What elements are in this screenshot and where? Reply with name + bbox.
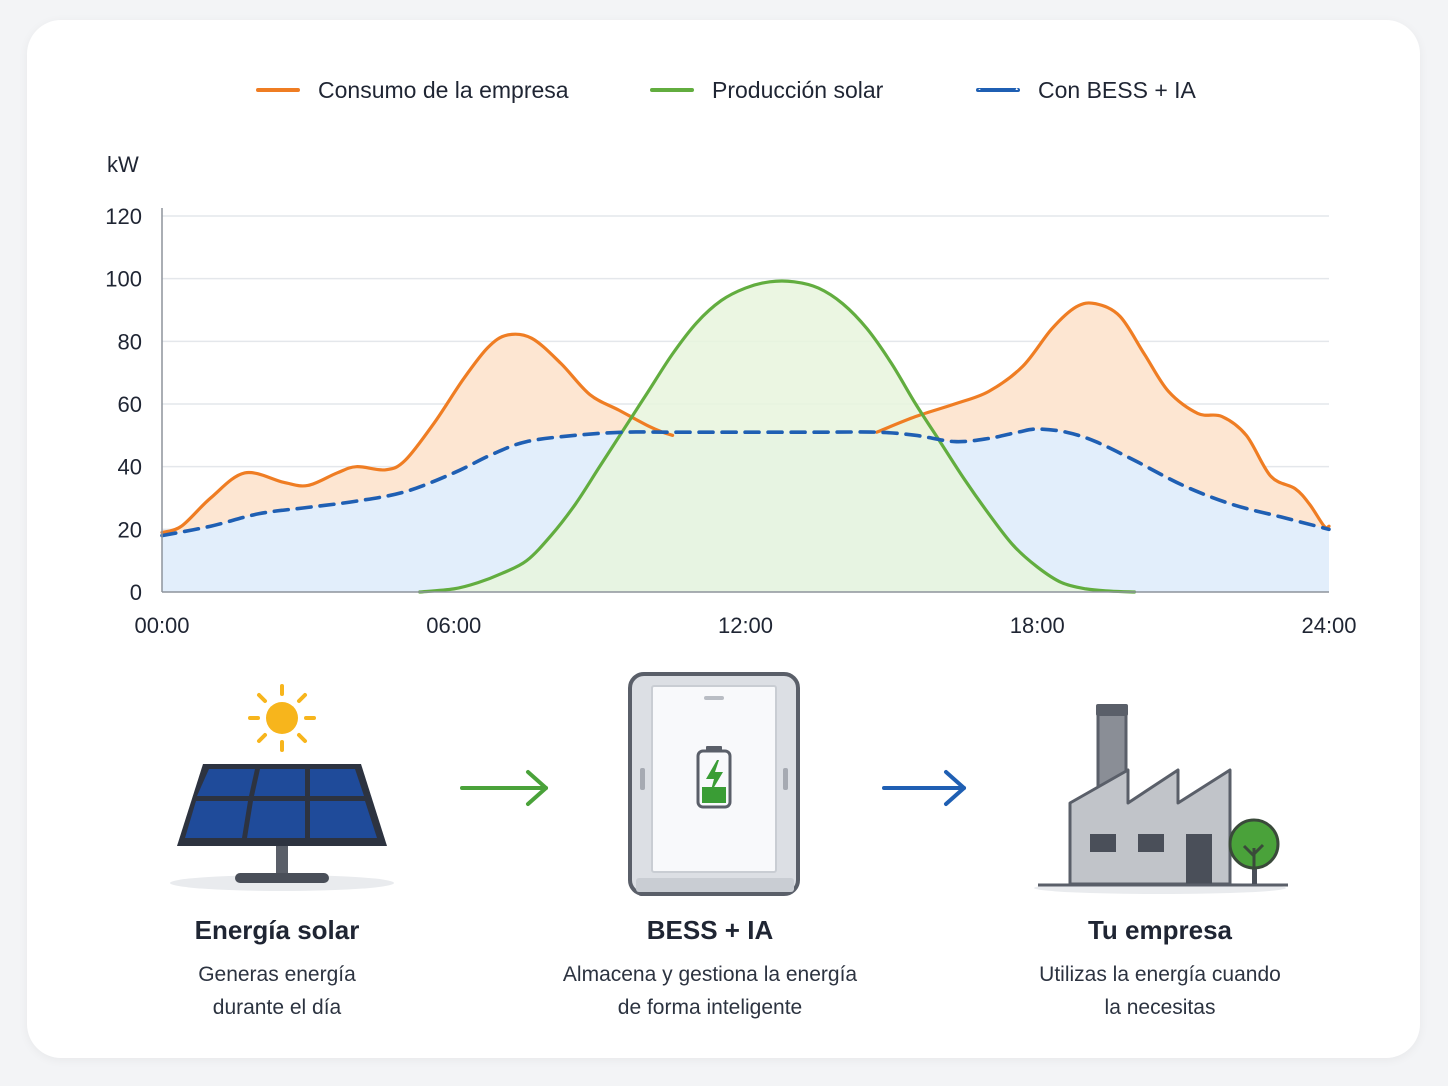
x-tick-label: 00:00 [134, 613, 189, 638]
flow-desc-line: Utilizas la energía cuando [1039, 963, 1281, 986]
y-tick-label: 120 [105, 204, 142, 229]
flow-step-empresa: Tu empresa Utilizas la energía cuando la… [1000, 915, 1320, 1024]
flow-desc-line: de forma inteligente [617, 996, 803, 1019]
legend-swatch-produccion [650, 88, 694, 92]
flow-desc-line: Almacena y gestiona la energía [562, 963, 858, 986]
x-tick-label: 24:00 [1301, 613, 1356, 638]
flow-title: Tu empresa [1087, 915, 1232, 945]
arrow-right-icon [460, 770, 548, 806]
legend-swatch-consumo [256, 88, 300, 92]
flow-step-solar: Energía solar Generas energía durante el… [127, 915, 427, 1024]
legend-label: Consumo de la empresa [318, 76, 569, 103]
x-tick-label: 12:00 [718, 613, 773, 638]
flow-title: BESS + IA [646, 915, 774, 945]
legend-label: Con BESS + IA [1038, 76, 1196, 103]
y-tick-label: 40 [118, 455, 142, 480]
arrow-right-icon [882, 770, 966, 806]
y-tick-label: 80 [118, 329, 142, 354]
sun-icon [248, 684, 316, 752]
y-tick-label: 100 [105, 267, 142, 292]
chart-lines [160, 279, 1331, 594]
legend-label: Producción solar [712, 76, 884, 103]
chart-legend: Consumo de la empresa Producción solar C… [0, 72, 1448, 108]
series-line [875, 301, 1331, 530]
solar-panel-illustration [170, 684, 394, 891]
energy-chart: 0 20 40 60 80 100 120 00:00 06:00 12:00 18:00 24:00… [105, 152, 1356, 638]
series-area [419, 281, 1135, 592]
chart-axes: 0 20 40 60 80 100 120 00:00 06:00 12:00 18:00 24:00 [105, 204, 1356, 638]
flow-title: Energía solar [194, 915, 360, 945]
legend-item-bess: Con BESS + IA [976, 72, 1196, 108]
y-axis-unit-label: kW [107, 152, 139, 177]
legend-item-produccion: Producción solar [650, 72, 883, 108]
series-line [160, 332, 675, 535]
factory-icon [1034, 704, 1288, 894]
series-line [160, 427, 1331, 538]
legend-swatch-bess [976, 88, 1020, 92]
chart-areas [162, 281, 1329, 592]
battery-cabinet-icon [628, 672, 800, 896]
battery-charging-icon [696, 746, 732, 809]
flow-desc-line: durante el día [212, 996, 342, 1019]
tree-icon [1228, 818, 1280, 884]
x-tick-label: 06:00 [426, 613, 481, 638]
series-line [418, 279, 1137, 594]
solar-panel-icon [177, 764, 387, 883]
y-tick-label: 20 [118, 517, 142, 542]
x-tick-label: 18:00 [1010, 613, 1065, 638]
flow-step-bess: BESS + IA Almacena y gestiona la energía… [510, 915, 910, 1024]
flow-desc-line: la necesitas [1104, 996, 1216, 1019]
y-tick-label: 0 [130, 580, 142, 605]
legend-item-consumo: Consumo de la empresa [256, 72, 569, 108]
flow-desc-line: Generas energía [198, 963, 356, 986]
y-tick-label: 60 [118, 392, 142, 417]
